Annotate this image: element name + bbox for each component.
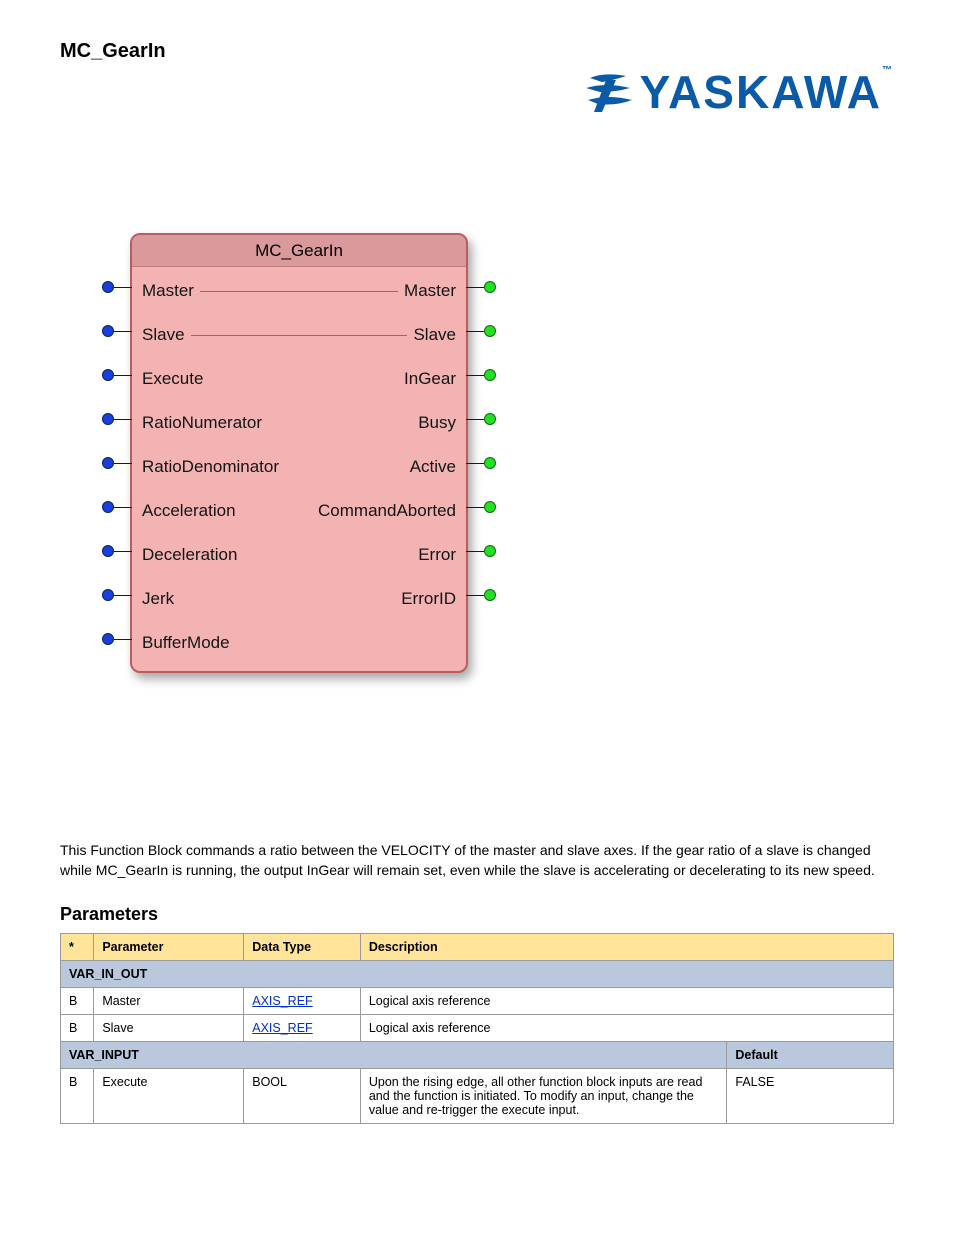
fb-row: Slave Slave	[132, 313, 466, 357]
input-pin-dot-icon	[102, 281, 114, 293]
input-pin-dot-icon	[102, 633, 114, 645]
input-pin-dot-icon	[102, 501, 114, 513]
table-row: B Slave AXIS_REF Logical axis reference	[61, 1015, 894, 1042]
fb-output-label: Busy	[418, 413, 456, 433]
input-pin-dot-icon	[102, 457, 114, 469]
cell-type: AXIS_REF	[244, 1015, 361, 1042]
section-var-in-out: VAR_IN_OUT	[61, 961, 894, 988]
fb-row: Master Master	[132, 269, 466, 313]
col-description: Description	[360, 934, 893, 961]
cell-default: FALSE	[727, 1069, 894, 1124]
input-pin-dot-icon	[102, 589, 114, 601]
fb-row: Acceleration CommandAborted	[132, 489, 466, 533]
table-header-row: * Parameter Data Type Description	[61, 934, 894, 961]
cell-desc: Logical axis reference	[360, 1015, 893, 1042]
cell-param: Execute	[94, 1069, 244, 1124]
input-pin-dot-icon	[102, 545, 114, 557]
fb-output-label: CommandAborted	[318, 501, 456, 521]
fb-input-label: Jerk	[142, 589, 174, 609]
fb-output-label: Error	[418, 545, 456, 565]
fb-input-label: Deceleration	[142, 545, 237, 565]
cell-type: BOOL	[244, 1069, 361, 1124]
description-paragraph: This Function Block commands a ratio bet…	[60, 841, 894, 880]
fb-output-label: Slave	[413, 325, 456, 345]
cell-bf: B	[61, 1015, 94, 1042]
passthrough-line	[200, 291, 398, 292]
fb-output-label: Master	[404, 281, 456, 301]
output-pin-dot-icon	[484, 545, 496, 557]
section-label: VAR_INPUT	[61, 1042, 727, 1069]
table-row: B Execute BOOL Upon the rising edge, all…	[61, 1069, 894, 1124]
fb-output-label: InGear	[404, 369, 456, 389]
output-pin-dot-icon	[484, 501, 496, 513]
col-bf: *	[61, 934, 94, 961]
fb-input-label: RatioNumerator	[142, 413, 262, 433]
cell-param: Master	[94, 988, 244, 1015]
fb-input-label: Master	[142, 281, 194, 301]
cell-desc: Logical axis reference	[360, 988, 893, 1015]
passthrough-line	[191, 335, 408, 336]
cell-type: AXIS_REF	[244, 988, 361, 1015]
output-pin-dot-icon	[484, 589, 496, 601]
fb-input-label: Acceleration	[142, 501, 236, 521]
input-pin-dot-icon	[102, 413, 114, 425]
fb-row: RatioDenominator Active	[132, 445, 466, 489]
fb-input-label: RatioDenominator	[142, 457, 279, 477]
output-pin-dot-icon	[484, 281, 496, 293]
fb-output-label: Active	[410, 457, 456, 477]
fb-row: BufferMode	[132, 621, 466, 665]
cell-bf: B	[61, 1069, 94, 1124]
output-pin-dot-icon	[484, 325, 496, 337]
fb-input-label: Slave	[142, 325, 185, 345]
trademark-icon: ™	[882, 65, 894, 76]
brand-logo: YASKAWA™	[586, 65, 894, 119]
cell-param: Slave	[94, 1015, 244, 1042]
brand-word: YASKAWA	[640, 66, 882, 118]
fb-input-label: Execute	[142, 369, 203, 389]
brand-mark-icon	[586, 70, 632, 114]
fb-row: RatioNumerator Busy	[132, 401, 466, 445]
parameters-heading: Parameters	[60, 904, 894, 925]
fb-input-label: BufferMode	[142, 633, 230, 653]
section-label: VAR_IN_OUT	[61, 961, 894, 988]
fb-row: Execute InGear	[132, 357, 466, 401]
cell-desc: Upon the rising edge, all other function…	[360, 1069, 727, 1124]
section-var-input: VAR_INPUT Default	[61, 1042, 894, 1069]
page-title: MC_GearIn	[60, 40, 894, 63]
function-block-title: MC_GearIn	[132, 235, 466, 267]
table-row: B Master AXIS_REF Logical axis reference	[61, 988, 894, 1015]
fb-output-label: ErrorID	[401, 589, 456, 609]
col-datatype: Data Type	[244, 934, 361, 961]
input-pin-dot-icon	[102, 325, 114, 337]
output-pin-dot-icon	[484, 457, 496, 469]
function-block-diagram: MC_GearIn Master Master Slave Slave Execute I…	[130, 233, 510, 673]
fb-row: Deceleration Error	[132, 533, 466, 577]
axis-ref-link[interactable]: AXIS_REF	[252, 994, 312, 1008]
axis-ref-link[interactable]: AXIS_REF	[252, 1021, 312, 1035]
default-header: Default	[727, 1042, 894, 1069]
output-pin-dot-icon	[484, 413, 496, 425]
fb-row: Jerk ErrorID	[132, 577, 466, 621]
brand-wordmark: YASKAWA™	[640, 65, 894, 119]
output-pin-dot-icon	[484, 369, 496, 381]
col-parameter: Parameter	[94, 934, 244, 961]
input-pin-dot-icon	[102, 369, 114, 381]
description-text: This Function Block commands a ratio bet…	[60, 841, 894, 880]
parameters-table: * Parameter Data Type Description VAR_IN…	[60, 933, 894, 1124]
cell-bf: B	[61, 988, 94, 1015]
